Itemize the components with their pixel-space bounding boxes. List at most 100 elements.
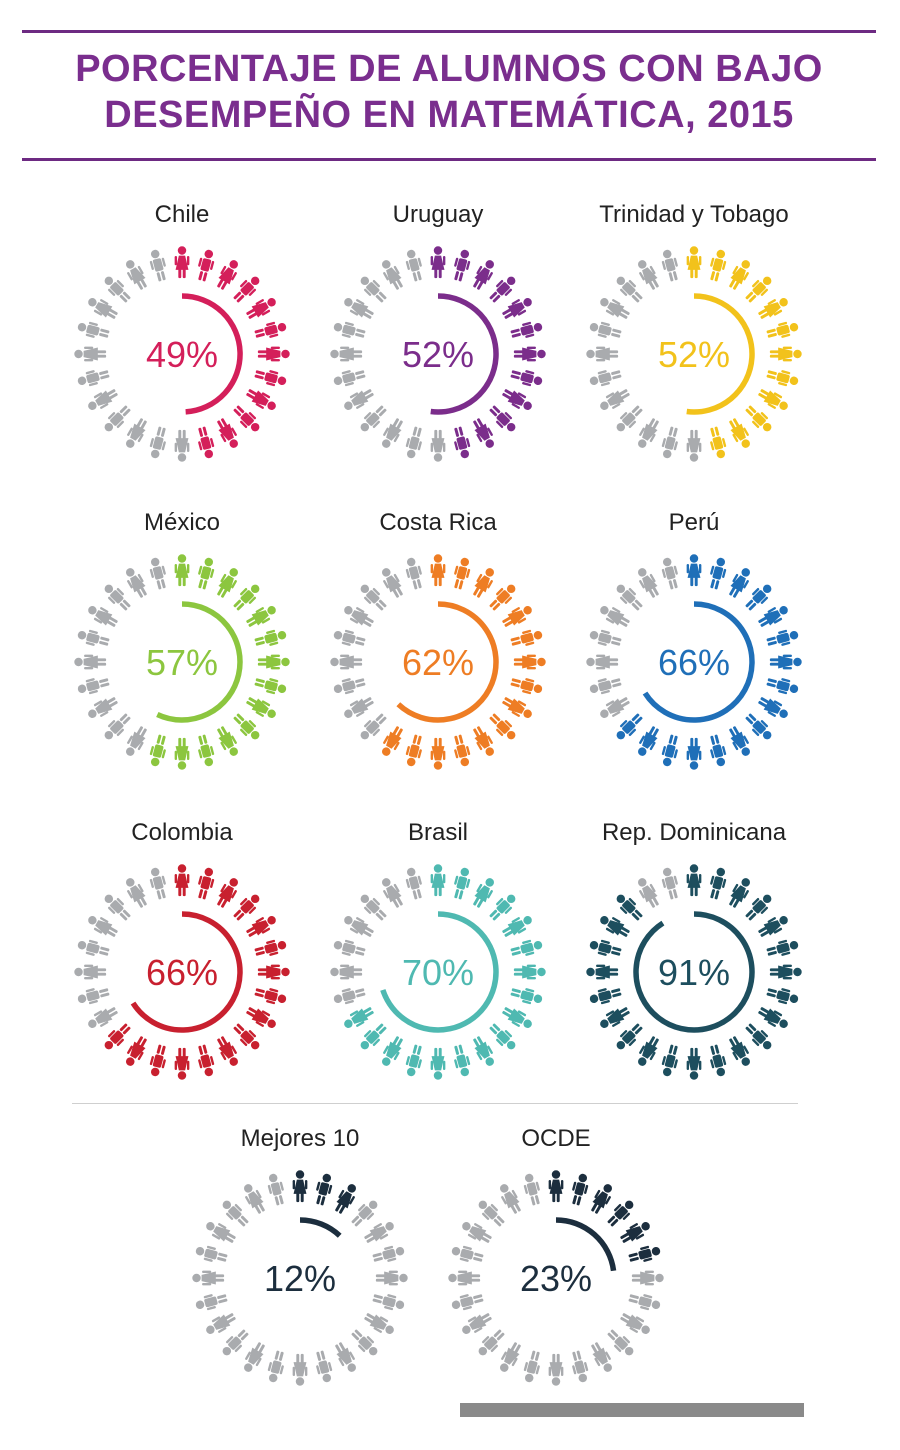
country-chart-chile: Chile 49% xyxy=(62,200,302,490)
person-icon xyxy=(77,678,110,695)
person-icon xyxy=(206,1313,236,1334)
person-icon xyxy=(589,678,622,695)
person-icon xyxy=(198,867,215,900)
person-icon xyxy=(267,1173,284,1206)
ring-chart-rep-dominicana: 91% xyxy=(586,864,802,1080)
person-icon xyxy=(616,894,643,921)
person-icon xyxy=(500,1342,521,1372)
person-icon xyxy=(246,298,276,319)
person-icon xyxy=(126,1036,147,1066)
person-icon xyxy=(489,276,516,303)
person-icon xyxy=(616,1023,643,1050)
person-icon xyxy=(333,939,366,956)
person-icon xyxy=(126,260,147,290)
person-icon xyxy=(616,405,643,432)
person-icon xyxy=(330,654,363,670)
person-icon xyxy=(591,1342,612,1372)
person-icon xyxy=(454,249,471,282)
person-icon xyxy=(510,321,543,338)
person-icon xyxy=(513,654,546,670)
person-icon xyxy=(766,678,799,695)
person-icon xyxy=(745,1023,772,1050)
country-chart-peru: Perú 66% xyxy=(574,508,814,798)
person-icon xyxy=(661,249,678,282)
person-icon xyxy=(267,1350,284,1383)
person-icon xyxy=(600,916,630,937)
person-icon xyxy=(729,1036,750,1066)
person-icon xyxy=(729,418,750,448)
person-icon xyxy=(330,964,363,980)
person-icon xyxy=(729,878,750,908)
person-icon xyxy=(489,713,516,740)
person-icon xyxy=(510,988,543,1005)
person-icon xyxy=(758,298,788,319)
percent-label: 62% xyxy=(402,642,474,683)
title-line-2: DESEMPEÑO EN MATEMÁTICA, 2015 xyxy=(104,94,794,136)
person-icon xyxy=(638,878,659,908)
person-icon xyxy=(222,1329,249,1356)
ring-chart-peru: 66% xyxy=(586,554,802,770)
country-label: Colombia xyxy=(131,819,233,846)
person-icon xyxy=(335,1342,356,1372)
person-icon xyxy=(502,916,532,937)
person-icon xyxy=(451,1294,484,1311)
percent-label: 66% xyxy=(658,642,730,683)
person-icon xyxy=(686,246,702,279)
person-icon xyxy=(344,697,374,718)
person-icon xyxy=(405,867,422,900)
person-icon xyxy=(254,629,287,646)
person-icon xyxy=(257,654,290,670)
person-icon xyxy=(513,964,546,980)
person-icon xyxy=(589,988,622,1005)
person-icon xyxy=(88,1007,118,1028)
person-icon xyxy=(149,426,166,459)
person-icon xyxy=(344,298,374,319)
person-icon xyxy=(257,346,290,362)
person-icon xyxy=(502,606,532,627)
section-divider xyxy=(72,1103,798,1104)
person-icon xyxy=(769,346,802,362)
person-icon xyxy=(454,557,471,590)
person-icon xyxy=(372,1294,405,1311)
percent-label: 57% xyxy=(146,642,218,683)
person-icon xyxy=(600,298,630,319)
percent-label: 49% xyxy=(146,334,218,375)
person-icon xyxy=(758,697,788,718)
person-icon xyxy=(254,370,287,387)
person-icon xyxy=(246,1007,276,1028)
ring-chart-colombia: 66% xyxy=(74,864,290,1080)
person-icon xyxy=(430,554,446,587)
person-icon xyxy=(489,584,516,611)
person-icon xyxy=(382,260,403,290)
person-icon xyxy=(333,321,366,338)
person-icon xyxy=(335,1184,356,1214)
title-top-rule xyxy=(22,30,876,33)
person-icon xyxy=(405,1044,422,1077)
person-icon xyxy=(600,606,630,627)
ring-chart-chile: 49% xyxy=(74,246,290,462)
person-icon xyxy=(616,713,643,740)
country-label: Trinidad y Tobago xyxy=(599,201,789,228)
person-icon xyxy=(382,1036,403,1066)
person-icon xyxy=(729,726,750,756)
person-icon xyxy=(589,629,622,646)
person-icon xyxy=(217,1036,238,1066)
person-icon xyxy=(74,346,107,362)
person-icon xyxy=(430,737,446,770)
person-icon xyxy=(473,1036,494,1066)
person-icon xyxy=(758,606,788,627)
progress-arc xyxy=(299,1217,342,1238)
person-icon xyxy=(104,276,131,303)
person-icon xyxy=(489,894,516,921)
percent-label: 52% xyxy=(402,334,474,375)
person-icon xyxy=(198,426,215,459)
person-icon xyxy=(149,249,166,282)
person-icon xyxy=(766,939,799,956)
person-icon xyxy=(473,260,494,290)
person-icon xyxy=(430,864,446,897)
person-icon xyxy=(548,1353,564,1386)
person-icon xyxy=(382,568,403,598)
person-icon xyxy=(589,939,622,956)
percent-label: 91% xyxy=(658,952,730,993)
country-chart-colombia: Colombia 66% xyxy=(62,818,302,1108)
